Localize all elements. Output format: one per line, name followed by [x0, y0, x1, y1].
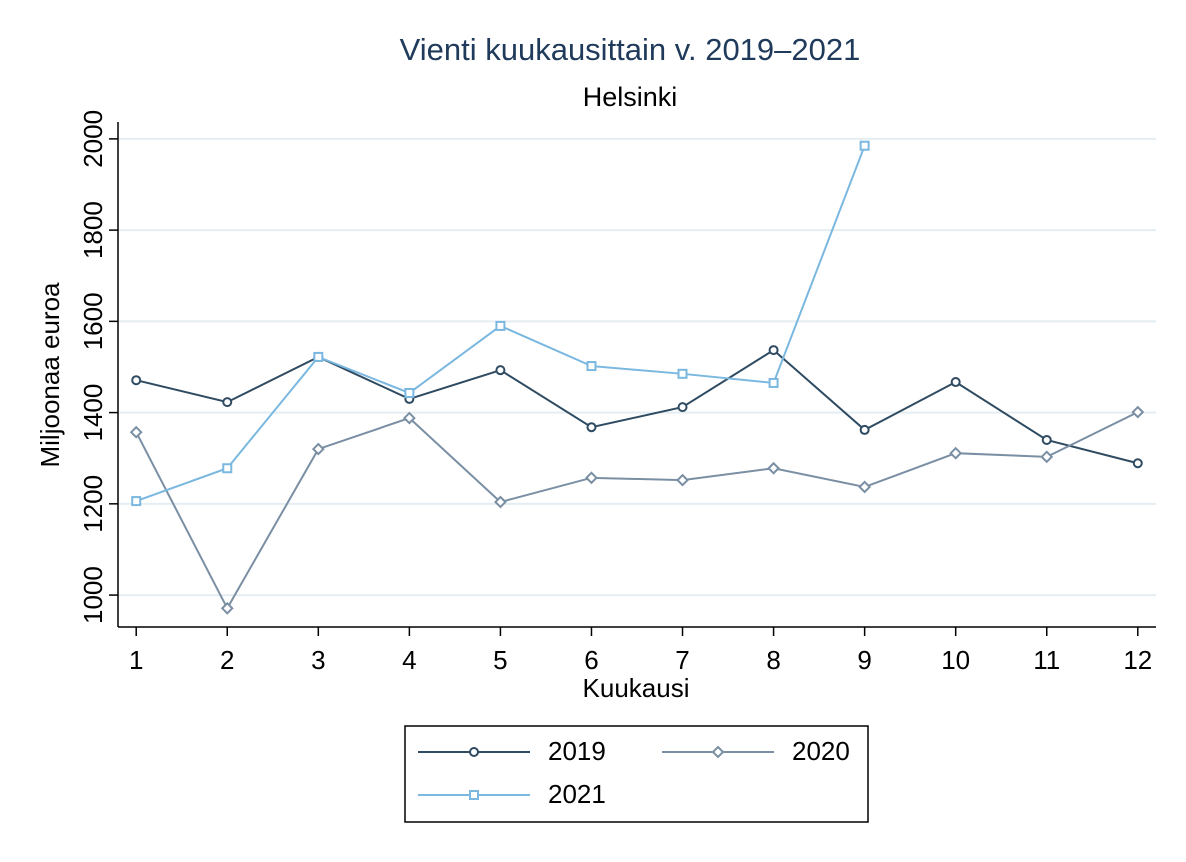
marker — [1041, 434, 1052, 445]
marker — [494, 495, 507, 509]
legend-label: 2021 — [548, 779, 606, 809]
marker — [222, 397, 233, 408]
x-tick-label: 7 — [675, 645, 689, 675]
series-line — [135, 348, 1139, 465]
marker — [222, 463, 233, 474]
marker — [129, 425, 143, 439]
marker — [1040, 450, 1054, 464]
marker — [1132, 458, 1143, 469]
x-tick-label: 5 — [493, 645, 507, 675]
marker — [220, 601, 234, 615]
chart-subtitle: Helsinki — [583, 82, 678, 112]
y-tick-label: 1800 — [78, 201, 108, 259]
marker — [404, 387, 415, 398]
legend-marker — [711, 745, 725, 759]
marker — [131, 375, 142, 386]
marker — [859, 424, 870, 435]
marker — [311, 442, 325, 456]
marker — [768, 377, 779, 388]
marker — [950, 377, 961, 388]
marker — [677, 368, 688, 379]
chart-title: Vienti kuukausittain v. 2019–2021 — [400, 32, 861, 67]
legend-marker — [469, 747, 479, 757]
x-tick-label: 2 — [220, 645, 234, 675]
marker — [858, 480, 872, 494]
marker — [131, 496, 142, 507]
marker — [313, 351, 324, 362]
marker — [767, 461, 780, 475]
x-axis-label: Kuukausi — [583, 673, 690, 703]
x-tick-label: 1 — [129, 645, 143, 675]
x-tick-label: 11 — [1033, 645, 1060, 675]
marker — [585, 471, 598, 485]
marker — [402, 411, 416, 425]
y-tick-label: 2000 — [78, 110, 108, 168]
legend-label: 2020 — [792, 736, 850, 766]
y-tick-label: 1200 — [78, 475, 108, 533]
marker — [1131, 405, 1145, 419]
legend-box — [404, 725, 869, 823]
x-tick-label: 6 — [584, 645, 598, 675]
y-tick-label: 1000 — [78, 566, 108, 624]
y-tick-label: 1400 — [78, 384, 108, 442]
y-tick-label: 1600 — [78, 292, 108, 350]
marker — [586, 422, 597, 433]
series-line — [135, 411, 1139, 611]
x-tick-label: 10 — [941, 645, 970, 675]
x-tick-label: 9 — [857, 645, 871, 675]
x-tick-label: 8 — [766, 645, 780, 675]
marker — [677, 402, 688, 413]
legend-marker — [469, 790, 479, 800]
marker — [676, 473, 689, 487]
y-axis-label: Miljoonaa euroa — [35, 282, 65, 468]
x-tick-label: 4 — [402, 645, 416, 675]
legend-label: 2019 — [548, 736, 606, 766]
marker — [949, 446, 963, 460]
marker — [859, 140, 870, 151]
marker — [768, 345, 779, 356]
marker — [495, 320, 506, 331]
marker — [586, 361, 597, 372]
x-tick-label: 12 — [1123, 645, 1152, 675]
x-tick-label: 3 — [311, 645, 325, 675]
marker — [495, 365, 506, 376]
